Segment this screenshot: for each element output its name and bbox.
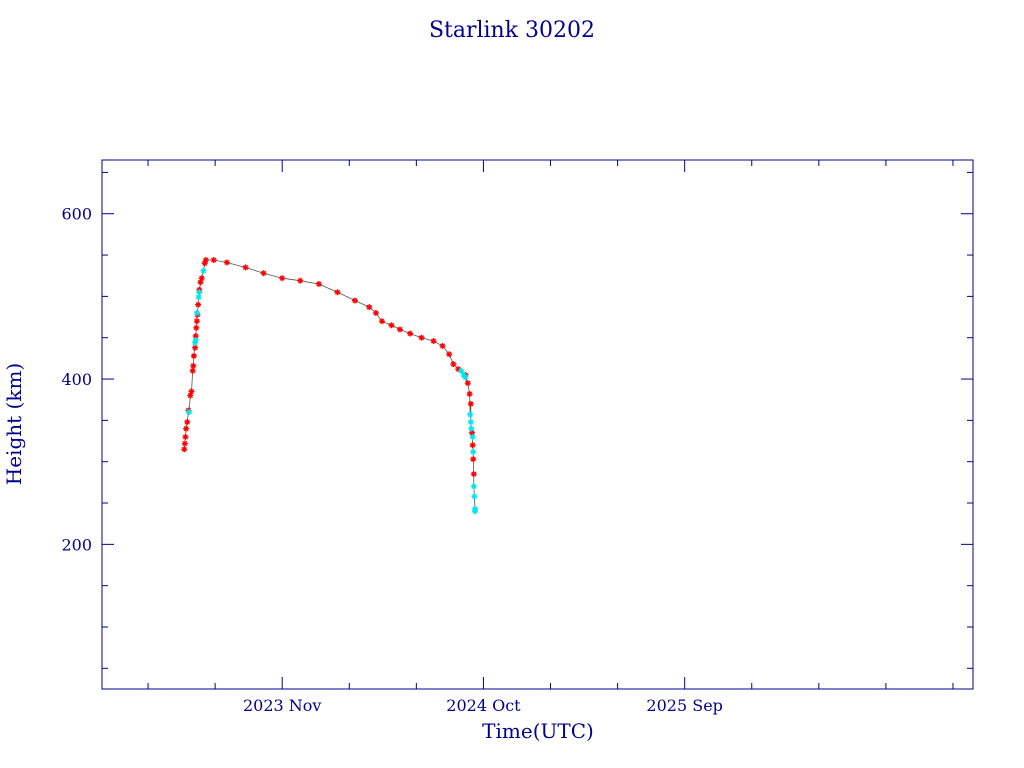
data-point — [466, 390, 473, 397]
data-point — [183, 425, 190, 432]
data-point — [378, 318, 385, 325]
data-point — [190, 352, 197, 359]
data-point — [210, 257, 217, 264]
major-ticks — [102, 160, 973, 689]
data-point — [188, 388, 195, 395]
data-point — [467, 411, 474, 418]
data-point — [407, 330, 414, 337]
data-point — [446, 351, 453, 358]
data-point — [192, 337, 199, 344]
data-point — [458, 367, 465, 374]
data-point — [193, 318, 200, 325]
data-point — [468, 425, 475, 432]
data-point — [193, 324, 200, 331]
data-point — [184, 419, 191, 426]
data-point — [396, 326, 403, 333]
data-point — [202, 257, 209, 264]
data-point — [279, 275, 286, 282]
data-point — [200, 267, 207, 274]
data-point — [462, 374, 469, 381]
x-axis-label: Time(UTC) — [482, 719, 594, 743]
data-point — [469, 442, 476, 449]
y-axis-label: Height (km) — [2, 363, 26, 485]
data-point — [470, 483, 477, 490]
data-point — [366, 304, 373, 311]
data-point — [470, 448, 477, 455]
y-tick-label: 600 — [61, 205, 92, 224]
data-point — [182, 433, 189, 440]
data-point — [260, 270, 267, 277]
data-point — [470, 471, 477, 478]
data-point — [470, 456, 477, 463]
data-point — [472, 508, 479, 515]
data-point — [192, 333, 199, 340]
data-markers — [181, 257, 479, 515]
data-point — [297, 277, 304, 284]
data-point — [388, 322, 395, 329]
data-point — [418, 334, 425, 341]
data-point — [189, 367, 196, 374]
data-point — [450, 361, 457, 368]
data-point — [334, 289, 341, 296]
data-point — [315, 280, 322, 287]
plot-frame — [101, 159, 974, 690]
x-tick-label: 2023 Nov — [243, 696, 321, 715]
data-point — [186, 409, 193, 416]
data-point — [469, 433, 476, 440]
y-tick-label: 400 — [61, 370, 92, 389]
data-point — [242, 264, 249, 271]
data-point — [464, 380, 471, 387]
data-point — [196, 289, 203, 296]
data-point — [372, 309, 379, 316]
data-point — [223, 259, 230, 266]
chart-title: Starlink 30202 — [429, 18, 595, 43]
connector-path — [183, 259, 476, 512]
x-tick-label: 2024 Oct — [446, 696, 521, 715]
data-point — [190, 362, 197, 369]
data-point — [439, 342, 446, 349]
data-point — [192, 344, 199, 351]
data-point — [198, 275, 205, 282]
data-point — [471, 493, 478, 500]
data-point — [351, 297, 358, 304]
data-point — [467, 400, 474, 407]
x-tick-label: 2025 Sep — [646, 696, 722, 715]
minor-ticks — [102, 160, 973, 689]
data-point — [430, 338, 437, 345]
connector-line — [183, 259, 476, 512]
data-point — [467, 419, 474, 426]
y-tick-label: 200 — [61, 535, 92, 554]
data-point — [181, 440, 188, 447]
data-point — [193, 309, 200, 316]
data-point — [195, 301, 202, 308]
data-point — [181, 446, 188, 453]
tick-labels: 200 400 600 2023 Nov 2024 Oct 2025 Sep — [61, 205, 722, 715]
